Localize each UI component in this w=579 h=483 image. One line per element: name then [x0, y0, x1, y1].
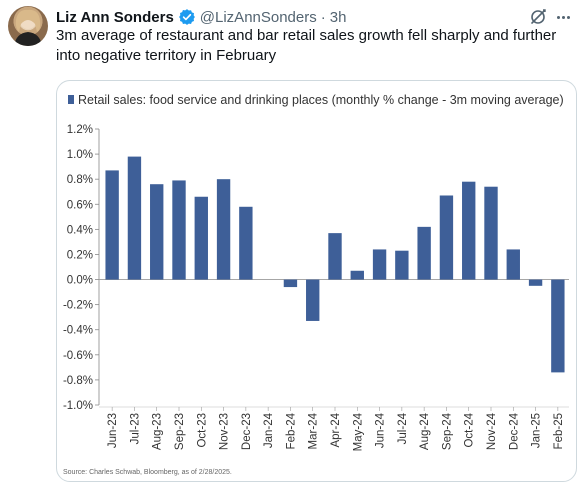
bar-Feb-25 — [551, 279, 565, 373]
verified-badge-icon — [178, 8, 196, 26]
x-tick-label: Jan-24 — [263, 412, 275, 448]
x-tick-label: Nov-23 — [219, 413, 231, 450]
x-tick-label: Oct-23 — [196, 413, 208, 448]
y-tick-label: 0.0% — [67, 275, 93, 287]
tweet-header: Liz Ann Sonders @LizAnnSonders · 3h — [56, 6, 569, 28]
bar-Jun-23 — [105, 170, 119, 280]
y-tick-label: -1.0% — [63, 400, 93, 412]
y-tick-label: -0.6% — [63, 350, 93, 362]
y-tick-label: -0.8% — [63, 375, 93, 387]
display-name[interactable]: Liz Ann Sonders — [56, 8, 174, 26]
x-tick-label: Jul-24 — [397, 412, 409, 444]
bar-Oct-24 — [462, 181, 476, 280]
bar-Aug-23 — [150, 184, 164, 280]
y-tick-label: 1.0% — [67, 149, 93, 161]
avatar[interactable] — [8, 6, 48, 46]
x-tick-label: May-24 — [352, 412, 364, 451]
grok-icon[interactable] — [529, 8, 547, 26]
bar-Aug-24 — [417, 226, 431, 280]
bar-Jun-24 — [372, 249, 387, 280]
bar-Jul-23 — [127, 156, 142, 280]
x-tick-label: Aug-23 — [152, 413, 164, 450]
x-tick-label: Sep-23 — [174, 413, 186, 450]
x-tick-label: Jan-25 — [531, 413, 543, 448]
bar-Feb-24 — [283, 279, 298, 288]
x-tick-label: Aug-24 — [419, 412, 431, 450]
bar-Sep-23 — [172, 180, 186, 280]
y-tick-label: 0.4% — [67, 224, 93, 236]
bar-Oct-23 — [194, 196, 208, 280]
tweet-text: 3m average of restaurant and bar retail … — [56, 27, 557, 64]
x-tick-label: Jun-24 — [375, 412, 387, 448]
x-tick-label: Jul-23 — [129, 413, 141, 444]
y-tick-label: -0.2% — [63, 300, 93, 312]
retail-sales-chart: Retail sales: food service and drinking … — [63, 93, 569, 476]
bar-Jan-25 — [528, 279, 543, 286]
x-tick-label: Mar-24 — [308, 412, 320, 449]
chart-source: Source: Charles Schwab, Bloomberg, as of… — [63, 469, 232, 476]
x-tick-label: Dec-24 — [508, 412, 520, 450]
bar-Dec-24 — [506, 249, 520, 280]
y-tick-label: -0.4% — [63, 325, 93, 337]
bar-Jul-24 — [395, 250, 409, 280]
separator-dot: · — [320, 8, 326, 26]
x-tick-label: Oct-24 — [464, 412, 476, 447]
y-tick-label: 0.8% — [67, 174, 93, 186]
x-tick-label: Dec-23 — [241, 413, 253, 450]
legend-swatch — [68, 95, 74, 104]
y-tick-label: 0.6% — [67, 199, 93, 211]
bar-Apr-24 — [328, 233, 342, 280]
bar-Mar-24 — [306, 279, 320, 321]
bar-May-24 — [350, 270, 364, 280]
timestamp[interactable]: 3h — [329, 8, 347, 26]
x-tick-label: Feb-25 — [553, 413, 565, 449]
user-handle[interactable]: @LizAnnSonders — [199, 8, 317, 26]
x-tick-label: Jun-23 — [107, 413, 119, 448]
bar-Nov-23 — [216, 179, 231, 280]
x-tick-label: Nov-24 — [486, 412, 498, 450]
y-tick-label: 0.2% — [67, 249, 93, 261]
bar-Dec-23 — [239, 206, 253, 280]
legend-label: Retail sales: food service and drinking … — [78, 93, 564, 107]
x-tick-label: Apr-24 — [330, 412, 342, 447]
bar-Nov-24 — [484, 186, 498, 280]
x-tick-label: Feb-24 — [285, 412, 297, 449]
more-options-icon[interactable] — [553, 8, 573, 26]
x-tick-label: Sep-24 — [441, 412, 453, 450]
bar-Sep-24 — [439, 195, 454, 280]
chart-media[interactable]: Retail sales: food service and drinking … — [56, 80, 577, 482]
y-tick-label: 1.2% — [67, 124, 93, 136]
